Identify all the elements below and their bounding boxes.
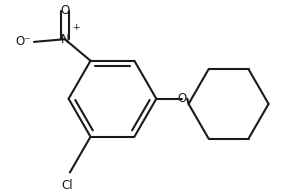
Text: O⁻: O⁻: [15, 35, 31, 48]
Text: Cl: Cl: [62, 179, 73, 192]
Text: N: N: [60, 33, 69, 46]
Text: O: O: [178, 92, 187, 105]
Text: O: O: [60, 4, 69, 17]
Text: +: +: [73, 23, 80, 32]
